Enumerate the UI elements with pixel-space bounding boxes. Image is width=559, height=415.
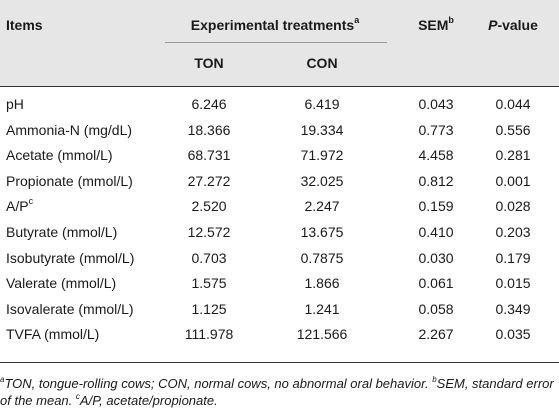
header-experimental-treatments: Experimental treatmentsa — [190, 15, 360, 33]
row-con-value: 1.241 — [304, 301, 340, 317]
row-con-value: 71.972 — [300, 147, 344, 163]
row-con-value: 2.247 — [304, 198, 340, 214]
row-ton-value: 6.246 — [191, 96, 227, 112]
row-ton-value: 27.272 — [187, 173, 231, 189]
row-pvalue: 0.281 — [495, 147, 531, 163]
row-item-label: pH — [6, 96, 24, 112]
row-ton-value: 111.978 — [184, 326, 234, 342]
row-pvalue: 0.001 — [495, 173, 531, 189]
row-pvalue: 0.044 — [495, 96, 531, 112]
row-sem-value: 0.159 — [418, 198, 454, 214]
header-con: CON — [306, 55, 338, 71]
row-con-value: 121.566 — [296, 326, 348, 342]
row-con-value: 13.675 — [300, 224, 344, 240]
row-con-value: 6.419 — [304, 96, 340, 112]
header-items: Items — [6, 17, 43, 33]
row-item-label: TVFA (mmol/L) — [6, 326, 100, 342]
row-item-label: Isovalerate (mmol/L) — [6, 301, 134, 317]
row-pvalue: 0.179 — [495, 250, 531, 266]
row-item-label: Butyrate (mmol/L) — [6, 224, 118, 240]
row-item-label: Ammonia-N (mg/dL) — [6, 122, 133, 138]
row-pvalue: 0.015 — [495, 275, 531, 291]
row-sem-value: 0.812 — [418, 173, 454, 189]
row-pvalue: 0.556 — [495, 122, 531, 138]
row-con-value: 19.334 — [300, 122, 344, 138]
row-pvalue: 0.028 — [495, 198, 531, 214]
row-sem-value: 0.030 — [418, 250, 454, 266]
group-underline — [165, 42, 387, 43]
row-con-value: 0.7875 — [300, 250, 344, 266]
row-sem-value: 0.043 — [418, 96, 454, 112]
table-bottom-rule — [0, 362, 559, 363]
row-ton-value: 1.575 — [191, 275, 227, 291]
row-pvalue: 0.349 — [495, 301, 531, 317]
row-item-label: A/Pc — [6, 196, 34, 214]
row-ton-value: 68.731 — [187, 147, 231, 163]
row-sem-value: 4.458 — [418, 147, 454, 163]
row-item-label: Acetate (mmol/L) — [6, 147, 113, 163]
header-bottom-rule — [0, 86, 559, 87]
row-item-label: Propionate (mmol/L) — [6, 173, 133, 189]
footnote-line-1: aTON, tongue-rolling cows; CON, normal c… — [0, 374, 554, 408]
row-sem-value: 0.410 — [418, 224, 454, 240]
row-ton-value: 1.125 — [191, 301, 227, 317]
row-ton-value: 2.520 — [191, 198, 227, 214]
row-ton-value: 18.366 — [187, 122, 231, 138]
header-pvalue: P-value — [488, 17, 538, 33]
header-ton: TON — [194, 55, 224, 71]
row-ton-value: 0.703 — [191, 250, 227, 266]
row-pvalue: 0.035 — [495, 326, 531, 342]
row-item-label: Isobutyrate (mmol/L) — [6, 250, 135, 266]
row-con-value: 32.025 — [300, 173, 344, 189]
row-item-label: Valerate (mmol/L) — [6, 275, 117, 291]
row-sem-value: 2.267 — [418, 326, 454, 342]
row-sem-value: 0.061 — [418, 275, 454, 291]
row-sem-value: 0.773 — [418, 122, 454, 138]
row-pvalue: 0.203 — [495, 224, 531, 240]
row-ton-value: 12.572 — [187, 224, 231, 240]
row-con-value: 1.866 — [304, 275, 340, 291]
table-header-band — [0, 0, 559, 86]
row-sem-value: 0.058 — [418, 301, 454, 317]
header-sem: SEMb — [418, 15, 454, 33]
